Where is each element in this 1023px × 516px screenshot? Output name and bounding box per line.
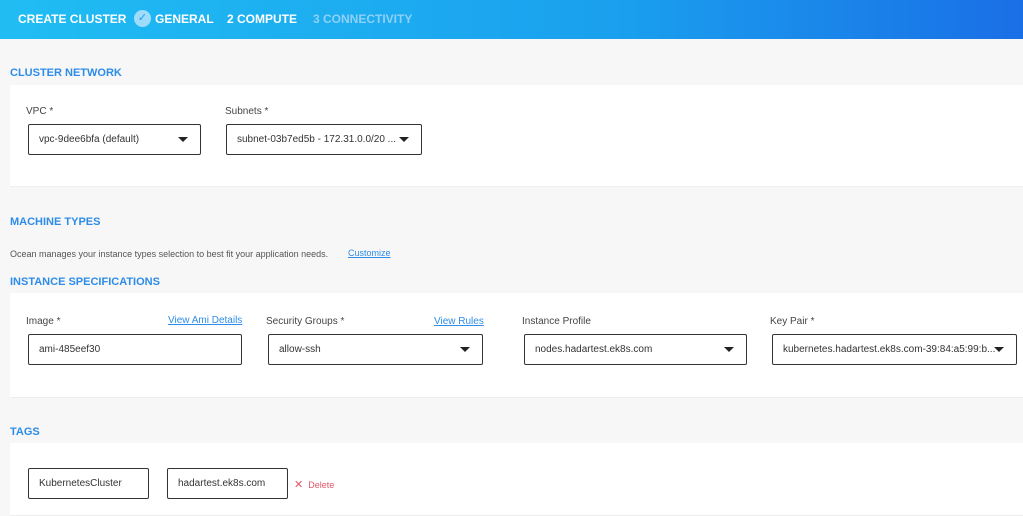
instance-profile-select[interactable]: nodes.hadartest.ek8s.com	[524, 334, 747, 365]
view-rules-link[interactable]: View Rules	[434, 316, 484, 327]
instance-profile-label: Instance Profile	[522, 316, 591, 327]
delete-label: Delete	[308, 480, 335, 490]
tags-panel: KubernetesCluster hadartest.ek8s.com ✕ D…	[10, 443, 1023, 516]
step-compute[interactable]: 2 COMPUTE	[227, 12, 298, 26]
step-connectivity: 3 CONNECTIVITY	[313, 12, 413, 26]
image-label: Image *	[26, 316, 61, 327]
machine-types-title: MACHINE TYPES	[10, 216, 101, 228]
check-icon: ✓	[134, 10, 151, 27]
caret-down-icon	[724, 347, 734, 352]
close-icon: ✕	[294, 479, 304, 491]
vpc-select[interactable]: vpc-9dee6bfa (default)	[28, 124, 201, 155]
tags-title: TAGS	[10, 426, 40, 438]
vpc-label: VPC *	[26, 106, 54, 117]
subnets-value: subnet-03b7ed5b - 172.31.0.0/20 ...	[237, 134, 397, 145]
security-groups-label: Security Groups *	[266, 316, 345, 327]
caret-down-icon	[399, 137, 409, 142]
cluster-network-title: CLUSTER NETWORK	[10, 67, 122, 79]
wizard-header: CREATE CLUSTER ✓ GENERAL 2 COMPUTE 3 CON…	[0, 0, 1023, 39]
image-input[interactable]: ami-485eef30	[28, 334, 242, 365]
tag-value-input[interactable]: hadartest.ek8s.com	[167, 468, 288, 499]
subnets-select[interactable]: subnet-03b7ed5b - 172.31.0.0/20 ...	[226, 124, 422, 155]
step-general[interactable]: GENERAL	[155, 12, 214, 26]
header-title: CREATE CLUSTER	[18, 12, 127, 26]
instance-specs-panel: Image * View Ami Details ami-485eef30 Se…	[10, 293, 1023, 398]
security-groups-select[interactable]: allow-ssh	[268, 334, 483, 365]
delete-tag-button[interactable]: ✕ Delete	[294, 478, 334, 491]
subnets-label: Subnets *	[225, 106, 269, 117]
keypair-value: kubernetes.hadartest.ek8s.com-39:84:a5:9…	[783, 344, 996, 355]
caret-down-icon	[178, 137, 188, 142]
profile-value: nodes.hadartest.ek8s.com	[535, 344, 653, 355]
customize-link[interactable]: Customize	[348, 248, 391, 258]
tag-key-input[interactable]: KubernetesCluster	[28, 468, 149, 499]
machine-types-description: Ocean manages your instance types select…	[10, 249, 329, 259]
cluster-network-panel: VPC * vpc-9dee6bfa (default) Subnets * s…	[10, 85, 1023, 187]
key-pair-select[interactable]: kubernetes.hadartest.ek8s.com-39:84:a5:9…	[772, 334, 1017, 365]
key-pair-label: Key Pair *	[770, 316, 815, 327]
instance-specs-title: INSTANCE SPECIFICATIONS	[10, 276, 160, 288]
caret-down-icon	[994, 347, 1004, 352]
sg-value: allow-ssh	[279, 344, 321, 355]
vpc-value: vpc-9dee6bfa (default)	[39, 134, 140, 145]
caret-down-icon	[460, 347, 470, 352]
view-ami-details-link[interactable]: View Ami Details	[168, 315, 243, 326]
